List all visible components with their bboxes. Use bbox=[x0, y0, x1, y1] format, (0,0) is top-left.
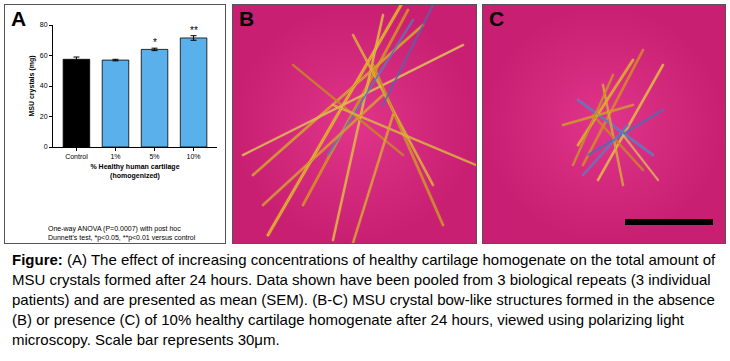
svg-text:80: 80 bbox=[40, 21, 48, 28]
svg-text:*: * bbox=[153, 37, 157, 48]
svg-text:60: 60 bbox=[40, 52, 48, 59]
svg-text:0: 0 bbox=[44, 143, 48, 150]
svg-text:10%: 10% bbox=[187, 153, 201, 160]
svg-text:Control: Control bbox=[65, 153, 88, 160]
svg-text:One-way ANOVA (P=0.0007) with: One-way ANOVA (P=0.0007) with post hocDu… bbox=[48, 225, 196, 242]
svg-text:5%: 5% bbox=[149, 153, 159, 160]
svg-text:40: 40 bbox=[40, 82, 48, 89]
html-text:Figure: (A) The effect of incr: Figure: (A) The effect of increasing con… bbox=[12, 251, 716, 348]
svg-text:MSU crystals (mg): MSU crystals (mg) bbox=[28, 55, 36, 116]
html-text:B: B bbox=[239, 7, 255, 30]
html-text:A: A bbox=[11, 7, 27, 30]
html-text:C: C bbox=[489, 7, 505, 30]
svg-text:20: 20 bbox=[40, 113, 48, 120]
svg-text:1%: 1% bbox=[110, 153, 120, 160]
svg-text:**: ** bbox=[190, 25, 198, 36]
svg-text:% Healthy human cartilage(homo: % Healthy human cartilage(homogenized) bbox=[90, 163, 179, 180]
